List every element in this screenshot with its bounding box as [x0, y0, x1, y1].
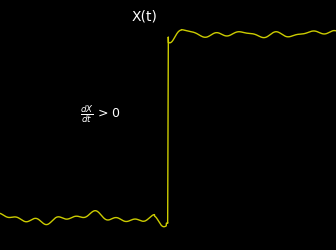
Text: $\frac{dX}{dt}$ > 0: $\frac{dX}{dt}$ > 0: [80, 103, 121, 124]
Text: X(t): X(t): [132, 9, 158, 23]
